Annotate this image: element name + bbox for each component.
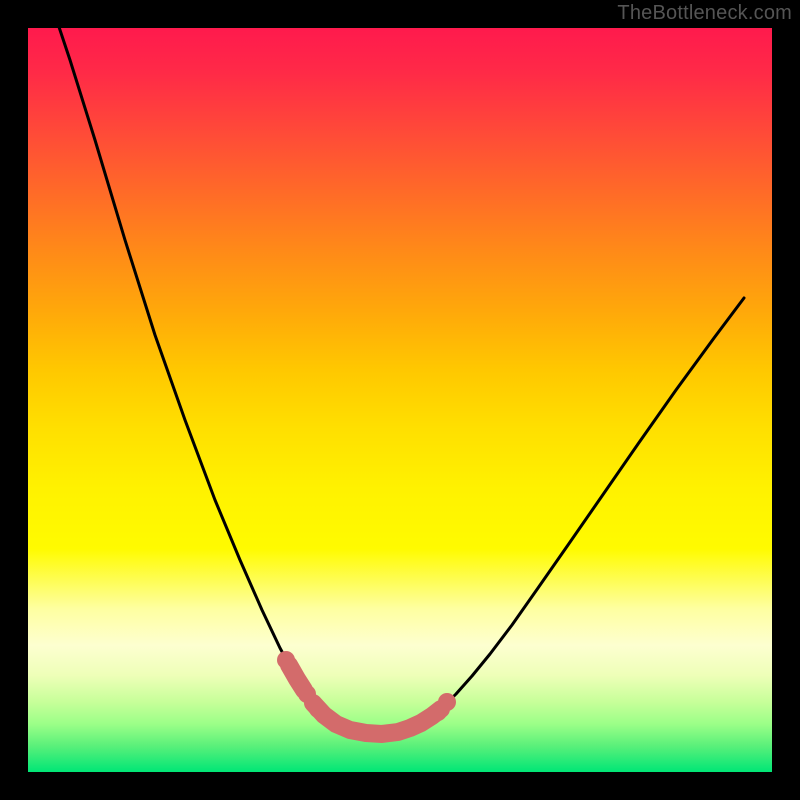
optimal-dot bbox=[438, 693, 456, 711]
optimal-dot bbox=[309, 700, 327, 718]
bottleneck-chart bbox=[0, 0, 800, 800]
watermark-text: TheBottleneck.com bbox=[617, 2, 792, 25]
optimal-dot bbox=[277, 651, 295, 669]
chart-background bbox=[28, 28, 772, 772]
chart-container: TheBottleneck.com bbox=[0, 0, 800, 800]
optimal-dot bbox=[298, 685, 316, 703]
